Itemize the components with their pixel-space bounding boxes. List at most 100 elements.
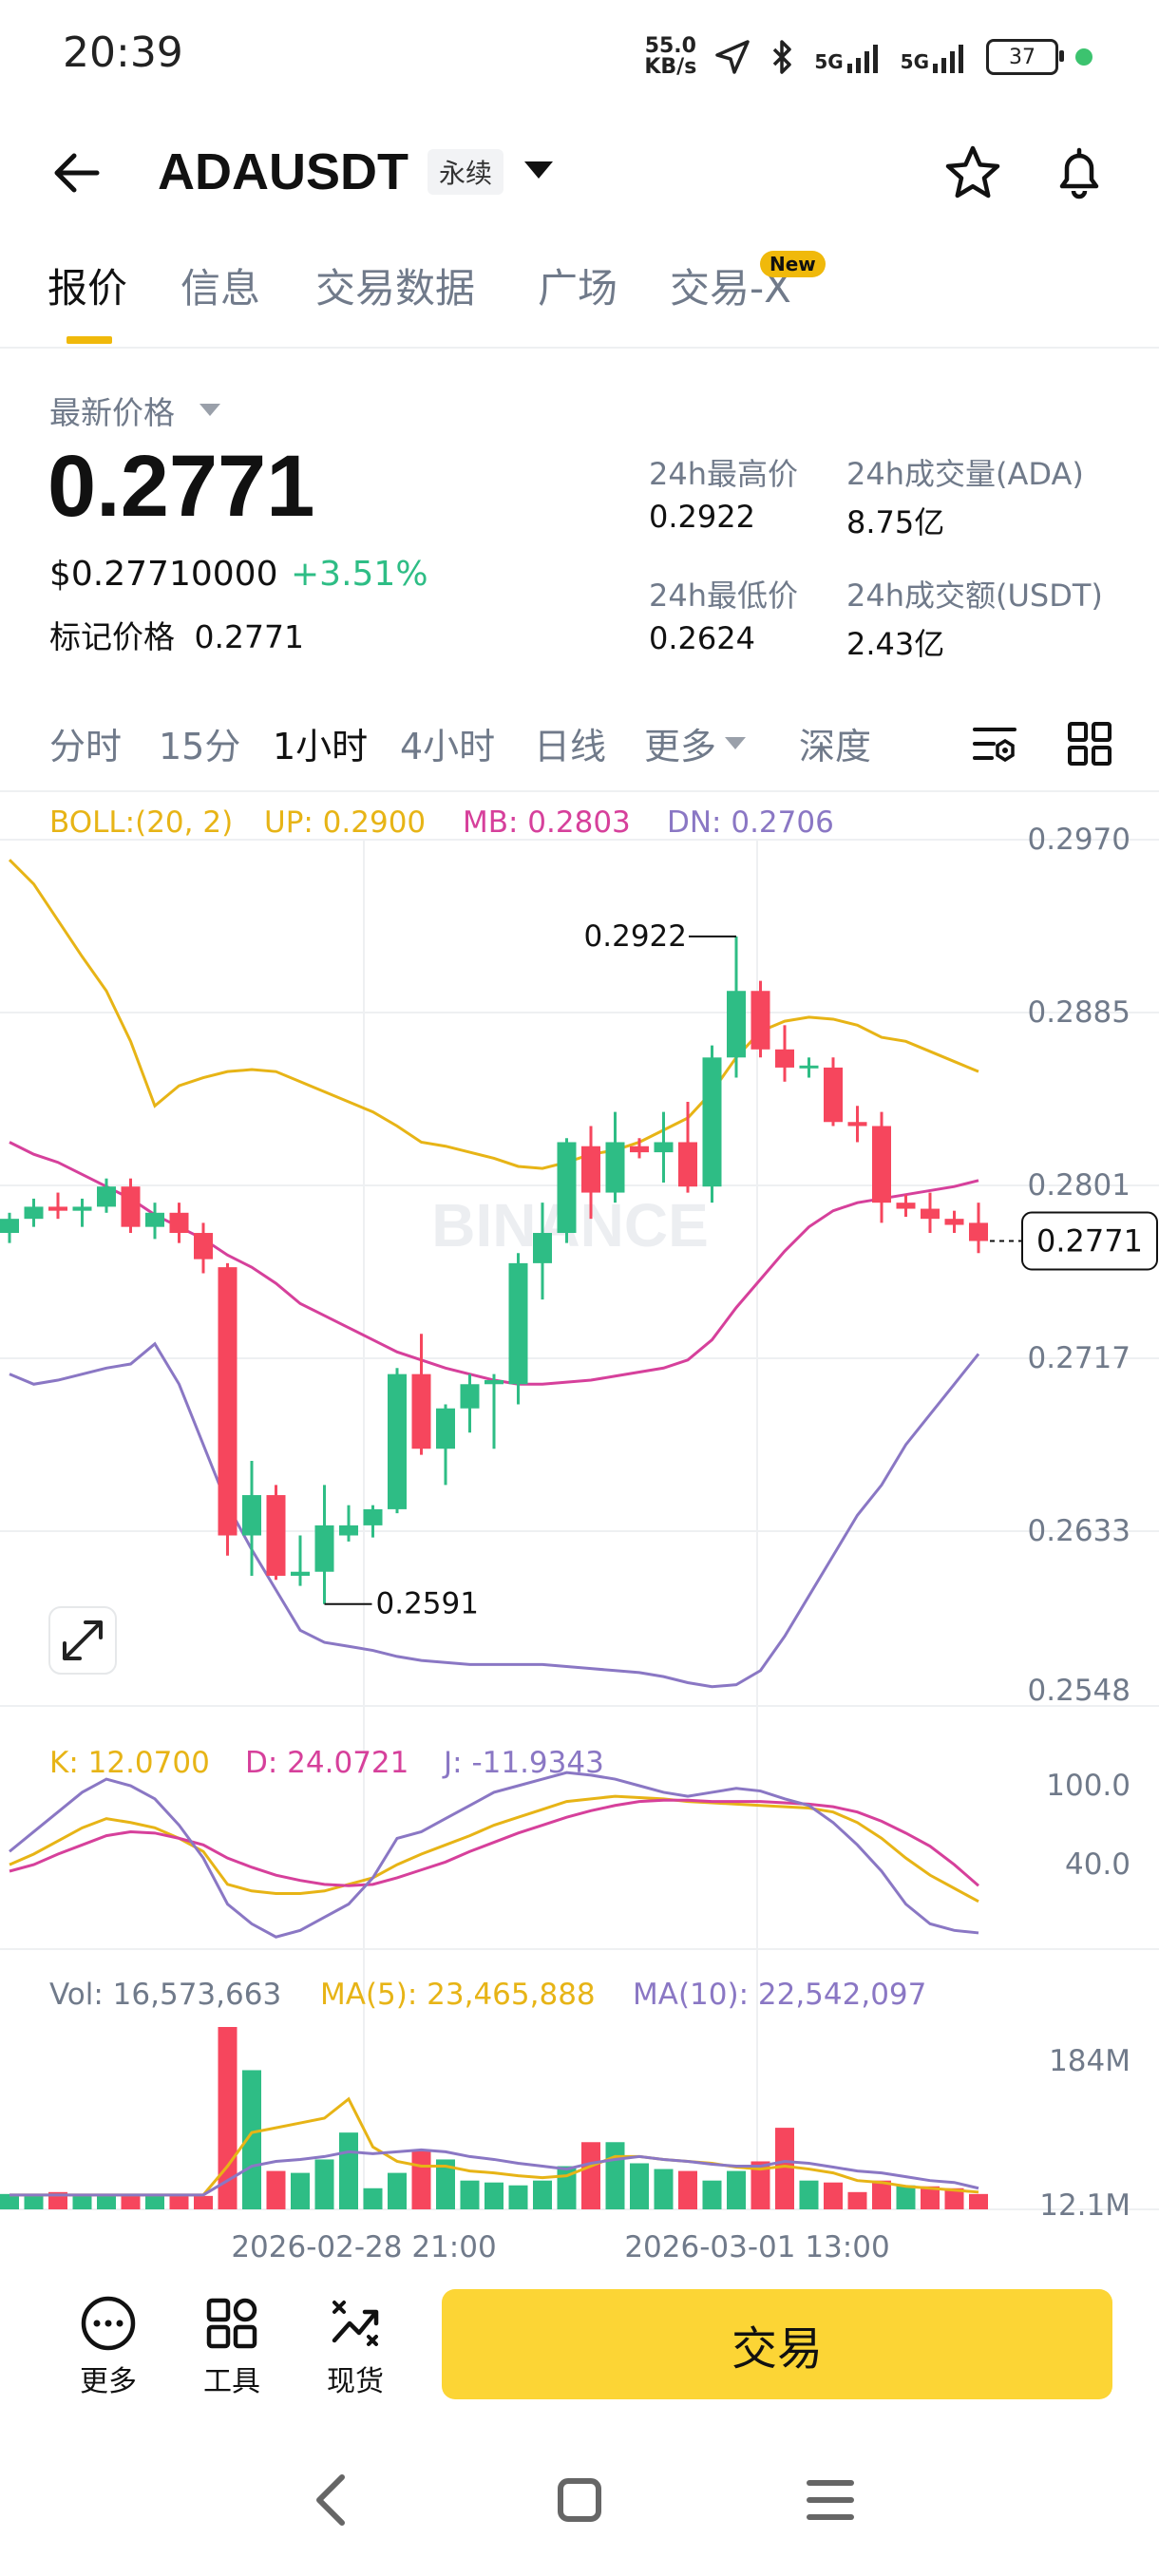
kdj-d-line <box>9 1798 979 1887</box>
tab-quotes[interactable]: 报价 <box>48 265 128 312</box>
tab-trading-data[interactable]: 交易数据 <box>315 265 476 312</box>
interval-1d[interactable]: 日线 <box>534 726 607 767</box>
volume-bar <box>339 2132 358 2209</box>
candle-body <box>824 1067 843 1123</box>
candle-body <box>605 1142 625 1193</box>
last-price-label[interactable]: 最新价格 <box>49 394 175 431</box>
spot-icon[interactable] <box>327 2295 384 2352</box>
volume-24h-label: 24h成交量(ADA) <box>846 456 1084 492</box>
depth-tab[interactable]: 深度 <box>799 726 872 767</box>
favorite-star-icon[interactable] <box>942 142 1003 203</box>
boll-dn-value: DN: 0.2706 <box>667 805 834 840</box>
chart-settings-icon[interactable] <box>971 720 1018 767</box>
nav-home-icon[interactable] <box>558 2478 601 2522</box>
candle-body <box>847 1122 867 1127</box>
candle-body <box>944 1219 964 1225</box>
tab-square[interactable]: 广场 <box>538 265 618 312</box>
kline-chart[interactable]: BINANCE 0.29700.28850.28010.27170.26330.… <box>0 792 1159 2280</box>
candle-body <box>145 1212 164 1227</box>
volume-bar <box>654 2169 674 2209</box>
system-navigation-bar <box>316 2474 854 2526</box>
candle-body <box>460 1384 480 1409</box>
volume-bar <box>581 2142 600 2209</box>
time-axis-tick: 2026-02-28 21:00 <box>231 2230 496 2264</box>
interval-15m[interactable]: 15分 <box>159 726 241 767</box>
last-price-dropdown-caret-icon[interactable] <box>200 404 220 416</box>
privacy-indicator-dot <box>1075 48 1092 66</box>
tools-icon[interactable] <box>203 2295 260 2352</box>
tools-label[interactable]: 工具 <box>203 2365 260 2398</box>
nav-recents-icon[interactable] <box>807 2480 854 2520</box>
volume-bar <box>0 2193 19 2209</box>
volume-ma10-value: MA(10): 22,542,097 <box>633 1978 926 2012</box>
candle-body <box>872 1126 891 1203</box>
volume-bar <box>24 2195 44 2209</box>
volume-bar <box>169 2194 189 2209</box>
volume-bar <box>363 2188 383 2209</box>
volume-bar <box>678 2170 697 2209</box>
candle-body <box>799 1065 819 1069</box>
volume-bar <box>969 2193 988 2209</box>
notification-bell-icon[interactable] <box>1049 142 1110 203</box>
volume-bar <box>944 2188 964 2209</box>
symbol-title[interactable]: ADAUSDT <box>158 143 408 200</box>
kdj-k-value: K: 12.0700 <box>49 1746 210 1780</box>
price-change-percent: +3.51% <box>291 555 428 594</box>
volume-bar <box>605 2142 625 2209</box>
volume-bar <box>97 2195 116 2209</box>
price-axis-tick: 0.2633 <box>1028 1514 1130 1548</box>
high-marker-label: 0.2922 <box>584 919 687 954</box>
low-marker-label: 0.2591 <box>376 1587 479 1621</box>
mark-price-label: 标记价格 <box>49 618 175 655</box>
signal-label-1: 5G <box>814 50 844 73</box>
candle-body <box>484 1380 504 1385</box>
volume-bar <box>799 2180 819 2209</box>
low-24h-value: 0.2624 <box>649 620 755 656</box>
price-axis-tick: 0.2885 <box>1028 995 1130 1030</box>
candle-body <box>242 1495 261 1536</box>
candle-body <box>97 1186 116 1207</box>
volume-bar <box>824 2182 843 2209</box>
volume-bar <box>242 2070 261 2209</box>
volume-bar <box>533 2180 552 2209</box>
volume-ma5-line <box>10 2096 979 2197</box>
nav-back-icon[interactable] <box>316 2474 345 2526</box>
tab-info[interactable]: 信息 <box>180 265 261 312</box>
price-axis-tick: 0.2548 <box>1028 1674 1130 1708</box>
kdj-j-line <box>9 1771 979 1939</box>
interval-more[interactable]: 更多 <box>644 726 717 767</box>
back-arrow-icon[interactable] <box>48 142 108 203</box>
turnover-24h-label: 24h成交额(USDT) <box>846 578 1103 614</box>
candle-body <box>896 1203 916 1209</box>
volume-bar <box>630 2163 649 2209</box>
volume-bar <box>702 2180 722 2209</box>
fullscreen-expand-button[interactable] <box>48 1606 117 1675</box>
more-icon[interactable] <box>80 2295 137 2352</box>
candle-body <box>508 1262 528 1385</box>
price-axis-tick: 0.2717 <box>1028 1341 1130 1375</box>
interval-timeline[interactable]: 分时 <box>49 726 123 767</box>
interval-more-caret-icon[interactable] <box>725 737 746 749</box>
boll-mb-value: MB: 0.2803 <box>463 805 631 840</box>
volume-bar <box>775 2128 794 2209</box>
layout-grid-icon[interactable] <box>1066 720 1113 767</box>
more-label[interactable]: 更多 <box>80 2365 137 2398</box>
volume-24h-value: 8.75亿 <box>846 504 945 540</box>
candle-body <box>630 1146 649 1153</box>
trade-button[interactable]: 交易 <box>442 2289 1112 2399</box>
candle-body <box>121 1186 141 1227</box>
volume-bar <box>48 2191 67 2209</box>
signal-bars-icon <box>846 45 878 73</box>
net-speed-unit: KB/s <box>644 55 697 79</box>
candle-body <box>48 1206 67 1211</box>
interval-4h[interactable]: 4小时 <box>400 726 496 767</box>
candle-body <box>314 1525 334 1572</box>
interval-1h[interactable]: 1小时 <box>273 726 369 767</box>
candle-body <box>363 1508 383 1525</box>
spot-label[interactable]: 现货 <box>327 2365 384 2398</box>
volume-bar <box>291 2172 310 2209</box>
symbol-dropdown-caret-icon[interactable] <box>524 161 553 179</box>
kdj-d-value: D: 24.0721 <box>245 1746 408 1780</box>
volume-bar <box>460 2180 480 2209</box>
net-speed: 55.0 KB/s <box>644 36 696 78</box>
